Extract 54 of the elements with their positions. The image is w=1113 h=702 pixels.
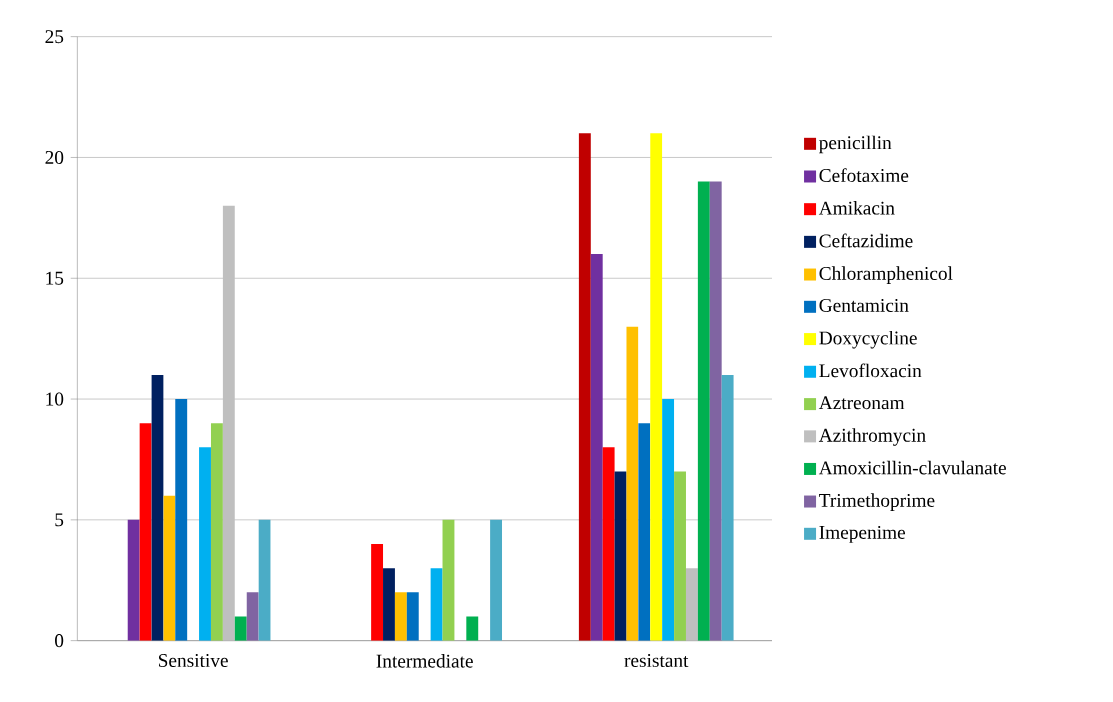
bar <box>394 592 407 641</box>
bar <box>222 205 235 641</box>
bar <box>721 374 734 641</box>
bar <box>590 254 603 641</box>
x-tick-label: Sensitive <box>158 654 228 668</box>
bar <box>371 544 384 641</box>
legend-label: Chloramphenicol <box>819 266 953 284</box>
legend-label: Trimethoprime <box>819 493 935 511</box>
legend-label: Amoxicillin-clavulanate <box>818 460 1006 475</box>
bar <box>210 423 223 641</box>
legend-label: Amikacin <box>818 201 895 215</box>
bar <box>163 495 176 641</box>
legend-label: Levofloxacin <box>819 363 922 378</box>
x-tick-label: Intermediate <box>376 654 473 668</box>
bar <box>614 471 627 641</box>
y-tick-label: 15 <box>46 271 64 285</box>
y-tick-label: 5 <box>55 513 64 527</box>
bar <box>709 181 722 641</box>
x-tick-label: resistant <box>624 654 689 668</box>
legend-label: Imepenime <box>819 525 906 543</box>
bar <box>151 374 164 641</box>
bar <box>674 471 686 641</box>
bar <box>127 519 140 641</box>
bar <box>466 616 479 641</box>
bar <box>199 447 211 641</box>
bar <box>246 592 259 641</box>
bar <box>258 519 271 641</box>
legend-label: Azithromycin <box>818 428 926 446</box>
y-tick-label: 10 <box>46 392 64 406</box>
bar <box>175 399 188 641</box>
legend-label: Cefotaxime <box>819 168 909 183</box>
bar <box>602 447 615 641</box>
bar <box>383 568 395 641</box>
bar <box>442 519 455 641</box>
bar <box>650 133 663 641</box>
legend-label: Doxycycline <box>819 330 917 349</box>
bar <box>685 568 698 641</box>
bar <box>626 326 639 641</box>
legend-label: Gentamicin <box>819 298 909 312</box>
bar <box>139 423 152 641</box>
legend-label: Aztreonam <box>818 396 905 410</box>
legend-label: penicillin <box>819 135 892 154</box>
bar <box>662 399 675 641</box>
bar <box>638 423 651 641</box>
legend-label: Ceftazidime <box>819 233 913 248</box>
y-tick-label: 25 <box>45 30 64 44</box>
bar <box>406 592 419 641</box>
bar <box>578 133 591 641</box>
y-tick-label: 20 <box>45 150 64 164</box>
bar <box>430 568 443 641</box>
bar <box>234 616 247 641</box>
bar <box>697 181 710 641</box>
y-tick-label: 0 <box>55 634 64 648</box>
bar <box>490 519 503 641</box>
